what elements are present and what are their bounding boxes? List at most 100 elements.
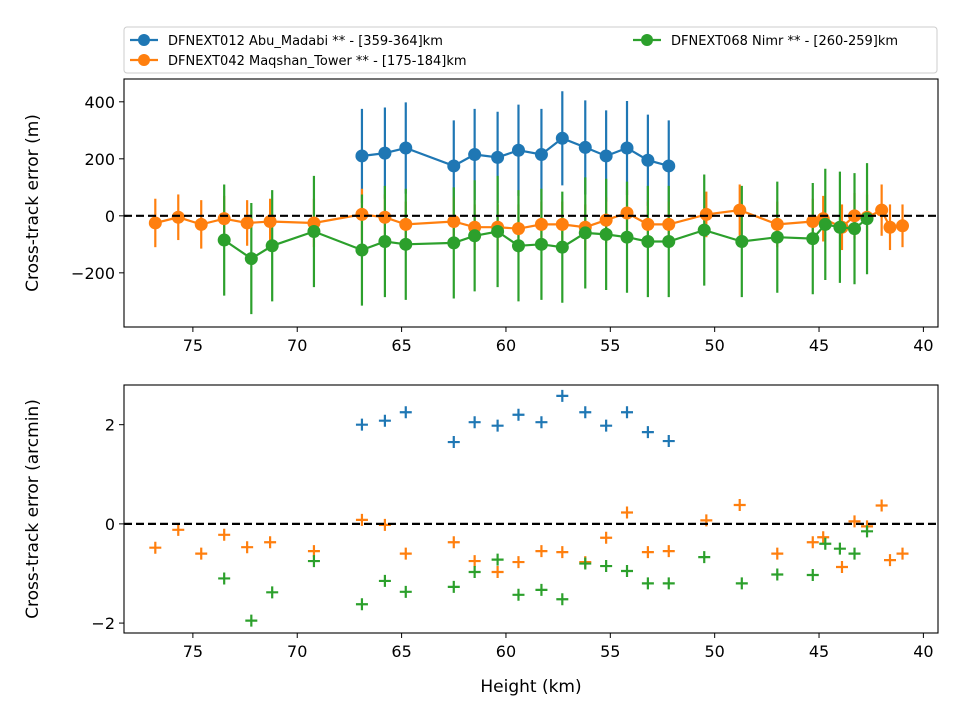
data-point (641, 577, 654, 590)
data-point (218, 572, 231, 585)
data-point (896, 547, 909, 560)
data-point (534, 237, 548, 251)
data-point (378, 574, 391, 587)
data-point (600, 560, 613, 573)
data-point (556, 546, 569, 559)
data-point (833, 220, 847, 234)
data-point (641, 234, 655, 248)
data-point (733, 203, 747, 217)
bottom-panel: 75 70 65 60 55 50 45 40 −2 0 2 Cross-track error (a… (23, 384, 939, 697)
data-point (875, 203, 889, 217)
y-tick-label: 200 (84, 150, 115, 169)
x-tick-label: 45 (809, 642, 829, 661)
plot-frame (123, 78, 939, 328)
data-point (621, 506, 634, 519)
data-point (818, 217, 832, 231)
data-point (511, 239, 525, 253)
data-point (355, 513, 368, 526)
data-point (641, 546, 654, 559)
legend-entry: DFNEXT068 Nimr ** - [260-259]km (633, 34, 898, 49)
x-tick-label: 40 (913, 336, 933, 355)
data-point (806, 568, 819, 581)
y-tick-label: 2 (105, 416, 115, 435)
x-tick-label: 75 (183, 642, 203, 661)
data-point (896, 219, 910, 233)
data-point (355, 598, 368, 611)
data-point (579, 557, 592, 570)
x-tick-label: 70 (287, 642, 307, 661)
data-point (491, 419, 504, 432)
legend-label: DFNEXT042 Maqshan_Tower ** - [175-184]km (168, 54, 467, 69)
data-point (512, 408, 525, 421)
data-point (447, 536, 460, 549)
data-point (599, 149, 613, 163)
data-point (399, 406, 412, 419)
data-point (149, 541, 162, 554)
data-point (399, 585, 412, 598)
data-point (172, 523, 185, 536)
data-point (307, 555, 320, 568)
data-point (875, 499, 888, 512)
data-point (241, 541, 254, 554)
data-point (833, 542, 846, 555)
data-point (735, 577, 748, 590)
series-1-marks (148, 203, 910, 236)
data-point (148, 216, 162, 230)
x-axis-label: Height (km) (480, 677, 581, 697)
data-point (265, 239, 279, 253)
legend-box (123, 26, 938, 74)
data-point (600, 419, 613, 432)
data-point (447, 436, 460, 449)
data-point (662, 577, 675, 590)
data-point (491, 225, 505, 239)
y-tick-label: 0 (105, 515, 115, 534)
data-point (578, 226, 592, 240)
data-point (861, 525, 874, 538)
data-point (378, 146, 392, 160)
x-tick-label: 55 (600, 642, 620, 661)
legend-marker (138, 54, 150, 66)
x-tick-label: 70 (287, 336, 307, 355)
y-axis-label: Cross-track error (m) (23, 114, 43, 292)
top-panel: 75 70 65 60 55 50 45 40 −200 0 200 400 Cross-track e… (23, 26, 939, 355)
data-point (697, 223, 711, 237)
bottom-panel-data (149, 389, 909, 627)
data-point (698, 551, 711, 564)
data-point (534, 148, 548, 162)
data-point (848, 547, 861, 560)
data-point (194, 217, 208, 231)
data-point (662, 159, 676, 173)
data-point (848, 222, 862, 236)
data-point (468, 416, 481, 429)
data-point (555, 131, 569, 145)
data-point (468, 565, 481, 578)
data-point (264, 536, 277, 549)
x-tick-label: 60 (496, 336, 516, 355)
top-panel-data (148, 91, 910, 315)
data-point (491, 565, 504, 578)
data-point (600, 531, 613, 544)
data-point (378, 414, 391, 427)
data-point (468, 555, 481, 568)
data-point (641, 217, 655, 231)
x-tick-label: 55 (600, 336, 620, 355)
data-point (806, 536, 819, 549)
data-point (512, 588, 525, 601)
x-tick-label: 40 (913, 642, 933, 661)
data-point (770, 230, 784, 244)
data-point (662, 234, 676, 248)
data-point (447, 215, 461, 229)
data-point (662, 217, 676, 231)
data-point (806, 215, 820, 229)
data-point (266, 586, 279, 599)
data-point (735, 234, 749, 248)
data-point (860, 212, 874, 226)
data-point (447, 159, 461, 173)
data-point (817, 531, 830, 544)
data-point (307, 225, 321, 239)
data-point (883, 220, 897, 234)
data-point (535, 545, 548, 558)
y-tick-label: −2 (91, 614, 115, 633)
data-point (512, 556, 525, 569)
